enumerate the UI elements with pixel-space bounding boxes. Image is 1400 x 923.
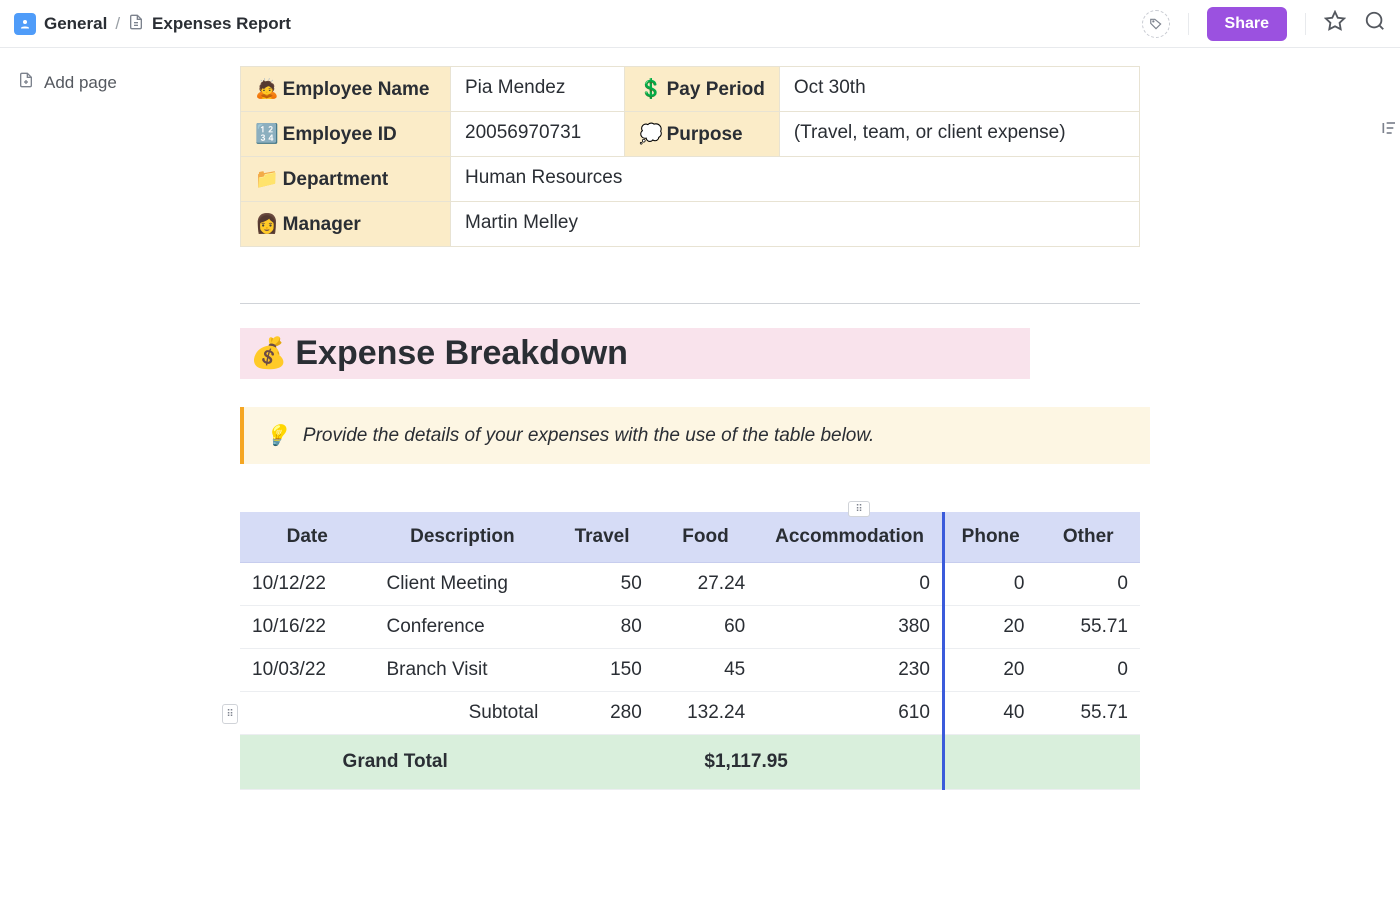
col-travel[interactable]: Travel	[550, 512, 653, 563]
search-icon[interactable]	[1364, 10, 1386, 38]
cell-date[interactable]: 10/03/22	[240, 649, 374, 692]
workspace-icon[interactable]	[14, 13, 36, 35]
table-row[interactable]: 10/16/22Conference80603802055.71	[240, 606, 1140, 649]
col-food[interactable]: Food	[654, 512, 757, 563]
add-page-button[interactable]: Add page	[18, 72, 222, 93]
table-row[interactable]: 10/12/22Client Meeting5027.24000	[240, 563, 1140, 606]
info-label-department: 📁Department	[241, 157, 451, 202]
divider	[1305, 13, 1306, 35]
document-icon	[128, 14, 144, 34]
add-page-icon	[18, 72, 34, 93]
cell-desc[interactable]: Conference	[374, 606, 550, 649]
col-other[interactable]: Other	[1037, 512, 1141, 563]
cell-desc[interactable]: Branch Visit	[374, 649, 550, 692]
col-date[interactable]: Date	[240, 512, 374, 563]
main-content: 🙇Employee Name Pia Mendez 💲Pay Period Oc…	[240, 48, 1400, 923]
subtotal-accom: 610	[757, 692, 943, 735]
cell-other[interactable]: 0	[1037, 649, 1141, 692]
info-label-employee-id: 🔢Employee ID	[241, 112, 451, 157]
col-accommodation[interactable]: Accommodation	[757, 512, 943, 563]
table-header-row: Date Description Travel Food Accommodati…	[240, 512, 1140, 563]
cell-other[interactable]: 0	[1037, 563, 1141, 606]
numbers-icon: 🔢	[255, 124, 279, 145]
info-label-pay-period: 💲Pay Period	[624, 67, 779, 112]
cell-accom[interactable]: 380	[757, 606, 943, 649]
info-label-employee-name: 🙇Employee Name	[241, 67, 451, 112]
share-button[interactable]: Share	[1207, 7, 1287, 41]
dollar-icon: 💲	[639, 79, 663, 100]
info-value-department[interactable]: Human Resources	[451, 157, 1140, 202]
outline-icon[interactable]	[1380, 118, 1400, 143]
cell-desc[interactable]: Client Meeting	[374, 563, 550, 606]
thought-icon: 💭	[639, 124, 663, 145]
callout-text: Provide the details of your expenses wit…	[303, 425, 874, 447]
grand-total-value: $1,117.95	[550, 735, 943, 790]
moneybag-icon: 💰	[250, 336, 287, 371]
divider	[240, 303, 1140, 304]
grand-total-row: Grand Total$1,117.95	[240, 735, 1140, 790]
info-value-pay-period[interactable]: Oct 30th	[779, 67, 1139, 112]
info-label-manager: 👩Manager	[241, 202, 451, 247]
subtotal-row: Subtotal280132.246104055.71	[240, 692, 1140, 735]
cell-date[interactable]: 10/16/22	[240, 606, 374, 649]
person-icon: 🙇	[255, 79, 279, 100]
star-icon[interactable]	[1324, 10, 1346, 38]
add-page-label: Add page	[44, 73, 117, 93]
cell-travel[interactable]: 80	[550, 606, 653, 649]
subtotal-other: 55.71	[1037, 692, 1141, 735]
table-row[interactable]: 10/03/22Branch Visit15045230200	[240, 649, 1140, 692]
cell-other[interactable]: 55.71	[1037, 606, 1141, 649]
cell-travel[interactable]: 50	[550, 563, 653, 606]
cell-food[interactable]: 60	[654, 606, 757, 649]
cell-travel[interactable]: 150	[550, 649, 653, 692]
tag-icon[interactable]	[1142, 10, 1170, 38]
breadcrumb-separator: /	[115, 14, 120, 34]
cell-date[interactable]: 10/12/22	[240, 563, 374, 606]
folder-icon: 📁	[255, 169, 279, 190]
topbar: General / Expenses Report Share	[0, 0, 1400, 48]
subtotal-phone: 40	[943, 692, 1036, 735]
subtotal-label: Subtotal	[374, 692, 550, 735]
info-value-purpose[interactable]: (Travel, team, or client expense)	[779, 112, 1139, 157]
subtotal-travel: 280	[550, 692, 653, 735]
sidebar: Add page	[0, 48, 240, 923]
topbar-actions: Share	[1142, 7, 1386, 41]
column-drag-handle[interactable]: ⠿	[848, 501, 870, 517]
cell-accom[interactable]: 0	[757, 563, 943, 606]
grand-total-label: Grand Total	[240, 735, 550, 790]
woman-icon: 👩	[255, 214, 279, 235]
breadcrumb-page[interactable]: Expenses Report	[152, 14, 291, 34]
col-phone[interactable]: Phone	[943, 512, 1036, 563]
lightbulb-icon: 💡	[264, 423, 289, 448]
subtotal-food: 132.24	[654, 692, 757, 735]
cell-phone[interactable]: 20	[943, 606, 1036, 649]
info-value-employee-name[interactable]: Pia Mendez	[451, 67, 625, 112]
employee-info-table: 🙇Employee Name Pia Mendez 💲Pay Period Oc…	[240, 66, 1140, 247]
info-value-manager[interactable]: Martin Melley	[451, 202, 1140, 247]
cell-phone[interactable]: 20	[943, 649, 1036, 692]
expense-table: Date Description Travel Food Accommodati…	[240, 512, 1140, 790]
callout: 💡 Provide the details of your expenses w…	[240, 407, 1150, 464]
breadcrumb-root[interactable]: General	[44, 14, 107, 34]
section-header: 💰 Expense Breakdown	[240, 328, 1030, 379]
info-value-employee-id[interactable]: 20056970731	[451, 112, 625, 157]
cell-food[interactable]: 27.24	[654, 563, 757, 606]
cell-food[interactable]: 45	[654, 649, 757, 692]
breadcrumb: General / Expenses Report	[14, 13, 291, 35]
col-description[interactable]: Description	[374, 512, 550, 563]
cell-accom[interactable]: 230	[757, 649, 943, 692]
divider	[1188, 13, 1189, 35]
info-label-purpose: 💭Purpose	[624, 112, 779, 157]
section-title: Expense Breakdown	[295, 334, 628, 373]
cell-phone[interactable]: 0	[943, 563, 1036, 606]
row-drag-handle[interactable]: ⠿	[222, 704, 238, 724]
